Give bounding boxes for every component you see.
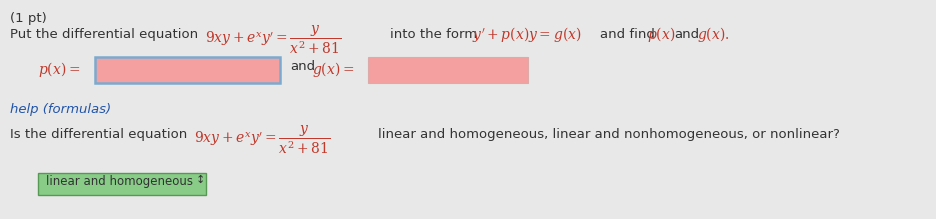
FancyBboxPatch shape (38, 173, 206, 195)
Text: (1 pt): (1 pt) (10, 12, 47, 25)
Text: $9xy+e^{x}y'=\dfrac{y}{x^2+81}$: $9xy+e^{x}y'=\dfrac{y}{x^2+81}$ (205, 23, 342, 56)
Text: help (formulas): help (formulas) (10, 103, 111, 116)
Text: into the form: into the form (390, 28, 477, 41)
Text: $g(x)=$: $g(x)=$ (312, 60, 355, 79)
Text: linear and homogeneous, linear and nonhomogeneous, or nonlinear?: linear and homogeneous, linear and nonho… (378, 128, 840, 141)
Text: and find: and find (600, 28, 655, 41)
Text: $p(x)=$: $p(x)=$ (38, 60, 80, 79)
Text: and: and (290, 60, 315, 73)
FancyBboxPatch shape (368, 57, 528, 83)
Text: $9xy+e^{x}y'=\dfrac{y}{x^2+81}$: $9xy+e^{x}y'=\dfrac{y}{x^2+81}$ (194, 123, 330, 156)
Text: $p(x)$: $p(x)$ (647, 25, 676, 44)
Text: and: and (674, 28, 699, 41)
Text: ↕: ↕ (196, 175, 205, 185)
Text: Is the differential equation: Is the differential equation (10, 128, 187, 141)
Text: Put the differential equation: Put the differential equation (10, 28, 198, 41)
Text: $y'+p(x)y=g(x)$: $y'+p(x)y=g(x)$ (472, 25, 581, 44)
FancyBboxPatch shape (95, 57, 280, 83)
Text: linear and homogeneous: linear and homogeneous (46, 175, 193, 188)
Text: $g(x).$: $g(x).$ (697, 25, 729, 44)
